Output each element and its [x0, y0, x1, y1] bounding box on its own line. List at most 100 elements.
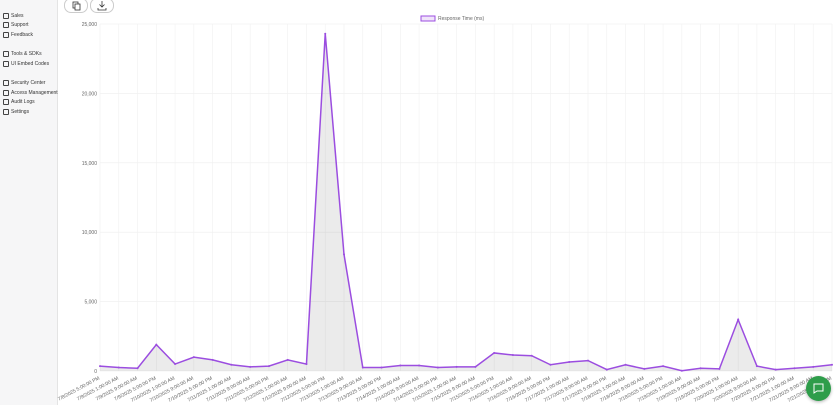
nav-icon	[3, 22, 9, 28]
x-tick-label: 7/13/2025 1:00:00 AM	[299, 375, 345, 403]
nav-icon	[3, 32, 9, 38]
nav-icon	[3, 99, 9, 105]
point	[155, 343, 158, 346]
point	[624, 363, 627, 366]
x-tick-label: 7/17/2025 1:00:00 AM	[524, 375, 570, 403]
point	[587, 359, 589, 362]
nav-label: Feedback	[11, 32, 33, 38]
nav-item[interactable]: Access Management	[3, 90, 58, 96]
x-tick-label: 7/12/2025 9:00:00 AM	[261, 375, 307, 403]
x-tick-label: 7/14/2025 5:00:00 PM	[393, 375, 439, 403]
point	[605, 368, 608, 371]
x-tick-label: 7/18/2025 5:00:00 PM	[618, 375, 664, 403]
y-tick-label: 0	[94, 369, 97, 375]
point	[662, 365, 665, 368]
point	[831, 363, 833, 366]
x-tick-label: 7/16/2025 5:00:00 PM	[505, 375, 551, 403]
nav-label: Security Center	[11, 80, 46, 86]
nav-icon	[3, 51, 9, 57]
x-tick-label: 7/15/2025 9:00:00 AM	[430, 375, 476, 403]
point	[455, 365, 458, 368]
nav-icon	[3, 80, 9, 86]
nav-label: Support	[11, 22, 29, 28]
x-tick-label: 7/10/2025 9:00:00 AM	[149, 375, 195, 403]
x-tick-label: 7/15/2025 1:00:00 AM	[412, 375, 458, 403]
nav-label: Tools & SDKs	[11, 51, 42, 57]
x-tick-label: 7/9/2025 9:00:00 AM	[95, 375, 139, 402]
point	[511, 354, 514, 357]
sidebar: Sales Support Feedback Tools & SDKs UI Embed…	[0, 0, 58, 405]
x-tick-label: 7/14/2025 1:00:00 AM	[355, 375, 401, 403]
chat-button[interactable]	[806, 376, 831, 401]
x-tick-label: 7/17/2025 5:00:00 PM	[561, 375, 607, 403]
x-tick-label: 7/8/2025 5:00:00 PM	[57, 375, 101, 402]
nav-icon	[3, 90, 9, 96]
x-tick-label: 7/10/2025 1:00:00 AM	[130, 375, 176, 403]
point	[99, 365, 101, 368]
x-tick-label: 7/20/2025 5:00:00 PM	[730, 375, 776, 403]
y-tick-label: 25,000	[82, 22, 98, 28]
point	[192, 356, 195, 359]
point	[493, 351, 496, 354]
point	[568, 360, 571, 363]
point	[305, 363, 308, 366]
nav-item[interactable]: Tools & SDKs	[3, 51, 42, 57]
nav-item[interactable]: UI Embed Codes	[3, 61, 49, 67]
x-tick-label: 7/17/2025 9:00:00 AM	[543, 375, 589, 403]
x-tick-label: 7/19/2025 9:00:00 AM	[656, 375, 702, 403]
point	[136, 367, 139, 370]
x-tick-label: 7/13/2025 5:00:00 PM	[336, 375, 382, 403]
point	[737, 318, 740, 321]
point	[549, 363, 552, 366]
y-tick-label: 20,000	[82, 91, 98, 97]
point	[643, 367, 646, 370]
point	[380, 366, 383, 369]
x-tick-label: 7/11/2025 9:00:00 AM	[205, 375, 251, 403]
nav-item[interactable]: Sales	[3, 13, 24, 19]
x-tick-label: 7/15/2025 5:00:00 PM	[449, 375, 495, 403]
point	[343, 253, 345, 256]
nav-label: Audit Logs	[11, 99, 35, 105]
x-tick-label: 7/20/2025 1:00:00 AM	[693, 375, 739, 403]
nav-item[interactable]: Security Center	[3, 80, 45, 86]
x-tick-label: 7/12/2025 5:00:00 PM	[280, 375, 326, 403]
x-tick-label: 7/19/2025 5:00:00 PM	[674, 375, 720, 403]
point	[249, 365, 252, 368]
x-tick-label: 7/20/2025 9:00:00 AM	[712, 375, 758, 403]
point	[418, 364, 421, 367]
nav-item[interactable]: Audit Logs	[3, 99, 35, 105]
nav-item[interactable]: Support	[3, 22, 29, 28]
legend-swatch	[420, 15, 436, 22]
point	[211, 358, 214, 361]
nav-icon	[3, 109, 9, 115]
area	[100, 33, 832, 371]
point	[436, 366, 439, 369]
y-tick-label: 5,000	[84, 300, 97, 306]
point	[286, 358, 289, 361]
x-tick-label: 7/9/2025 5:00:00 PM	[113, 375, 157, 402]
point	[117, 366, 120, 369]
x-tick-label: 7/19/2025 1:00:00 AM	[637, 375, 683, 403]
x-tick-label: 7/18/2025 1:00:00 AM	[580, 375, 626, 403]
point	[230, 363, 233, 366]
point	[474, 365, 477, 368]
point	[680, 369, 683, 372]
point	[793, 367, 796, 370]
copy-button[interactable]	[64, 0, 88, 13]
download-button[interactable]	[90, 0, 114, 13]
point	[812, 365, 815, 368]
nav-item[interactable]: Settings	[3, 109, 29, 115]
point	[174, 363, 177, 366]
point	[324, 32, 327, 35]
line	[99, 33, 833, 372]
point	[361, 366, 364, 369]
x-tick-label: 7/13/2025 9:00:00 AM	[318, 375, 364, 403]
legend-label: Response Time (ms)	[438, 16, 484, 22]
point	[774, 368, 777, 371]
x-tick-label: 7/14/2025 9:00:00 AM	[374, 375, 420, 403]
point	[399, 364, 402, 367]
y-tick-label: 10,000	[82, 230, 98, 236]
nav-item[interactable]: Feedback	[3, 32, 33, 38]
nav-icon	[3, 13, 9, 19]
